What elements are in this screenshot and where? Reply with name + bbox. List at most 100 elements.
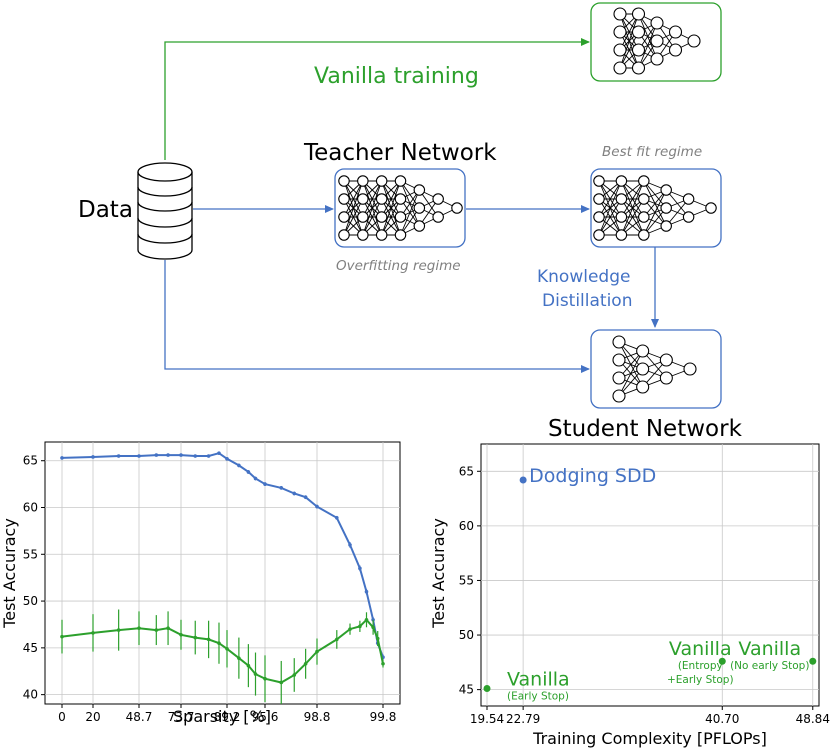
net-node: [593, 211, 605, 223]
net-node: [636, 362, 650, 376]
student-network-icon: [612, 335, 697, 403]
data-point: [279, 486, 284, 490]
net-node: [394, 211, 407, 223]
student-network-title: Student Network: [548, 416, 743, 442]
net-connection: [343, 198, 364, 236]
net-node: [413, 184, 426, 196]
data-point: [303, 495, 308, 500]
data-point: [237, 463, 241, 468]
net-node: [593, 229, 605, 241]
net-connection: [643, 189, 667, 236]
net-node: [668, 43, 683, 57]
net-node: [636, 380, 650, 394]
data-point: [292, 491, 297, 496]
data-point: [253, 672, 258, 676]
net-node: [613, 7, 627, 21]
y-tick-label: 55: [23, 547, 38, 561]
net-node: [357, 193, 369, 205]
net-node: [615, 193, 628, 205]
data-point: [358, 566, 362, 571]
x-tick-label: 0: [58, 710, 66, 724]
knowledge-label: Knowledge: [537, 267, 630, 287]
complexity-xlabel: Training Complexity [PFLOPs]: [532, 729, 767, 748]
data-point: [193, 635, 198, 640]
sparsity-xlabel: Sparsity [%]: [173, 707, 271, 726]
net-node: [631, 61, 646, 75]
net-node: [682, 193, 695, 205]
net-connection: [598, 180, 622, 218]
data-point: [137, 626, 141, 631]
x-tick-label: 22.79: [506, 712, 540, 726]
net-connection: [619, 13, 639, 69]
net-node: [357, 175, 369, 187]
net-connection: [618, 350, 644, 397]
net-node: [612, 371, 626, 385]
data-point: [348, 627, 352, 631]
data-point: [246, 663, 251, 668]
point-label: Dodging SDD: [529, 465, 656, 487]
series-line: [61, 618, 384, 684]
x-tick-label: 40.70: [705, 712, 739, 726]
data-point: [263, 676, 267, 681]
net-connection: [621, 180, 645, 218]
diagram: Data Vanilla training Teacher Network Ov…: [78, 2, 743, 442]
net-node: [650, 52, 664, 66]
data-point: [137, 454, 141, 458]
x-tick-label: 19.54: [470, 712, 504, 726]
net-connection: [621, 198, 645, 236]
data-point: [166, 453, 170, 457]
net-node: [375, 229, 388, 241]
net-node: [638, 193, 650, 205]
bestfit-network-icon: [593, 175, 717, 241]
net-connection: [643, 189, 667, 218]
distillation-label: Distillation: [542, 291, 633, 311]
data-point: [279, 680, 284, 685]
scatter-point: [718, 657, 726, 665]
net-connection: [362, 180, 383, 236]
data-point: [179, 632, 183, 637]
teacher-network-icon: [338, 175, 463, 241]
y-tick-label: 45: [459, 683, 474, 697]
series-0: [60, 451, 385, 661]
point-label: Vanilla: [738, 638, 801, 660]
y-tick-label: 50: [23, 594, 38, 608]
net-connection: [343, 180, 364, 218]
teacher-network-title: Teacher Network: [303, 140, 497, 166]
net-connection: [381, 180, 401, 236]
data-point: [217, 641, 221, 645]
net-node: [682, 211, 695, 223]
net-node: [683, 362, 697, 376]
net-node: [432, 193, 444, 205]
x-tick-label: 99.8: [370, 710, 397, 724]
net-node: [687, 34, 701, 48]
data-point: [358, 624, 362, 629]
data-point: [116, 628, 121, 632]
x-tick-label: 48.7: [126, 710, 153, 724]
x-tick-label: 95.6: [252, 710, 279, 724]
net-connection: [665, 198, 689, 227]
overfitting-caption: Overfitting regime: [336, 258, 461, 274]
net-node: [612, 335, 626, 349]
net-connection: [343, 180, 364, 236]
net-node: [615, 211, 628, 223]
net-node: [660, 184, 672, 196]
teacher-network-box: [334, 168, 466, 248]
y-tick-label: 65: [459, 464, 474, 478]
y-tick-label: 65: [23, 454, 38, 468]
data-point: [237, 656, 241, 660]
data-point: [91, 631, 95, 635]
y-tick-label: 50: [459, 628, 474, 642]
data-point: [206, 454, 211, 458]
sparsity-chart-frame: [44, 441, 401, 705]
data-label: Data: [78, 197, 133, 223]
data-point: [335, 515, 339, 520]
data-point: [303, 661, 308, 666]
data-point: [154, 628, 159, 632]
sparsity-chart-series: [60, 451, 385, 704]
net-node: [638, 229, 650, 241]
y-tick-label: 60: [459, 519, 474, 533]
x-tick-label: 98.8: [304, 710, 331, 724]
net-node: [660, 220, 672, 232]
point-sublabel: +Early Stop): [667, 674, 734, 686]
net-node: [357, 211, 369, 223]
